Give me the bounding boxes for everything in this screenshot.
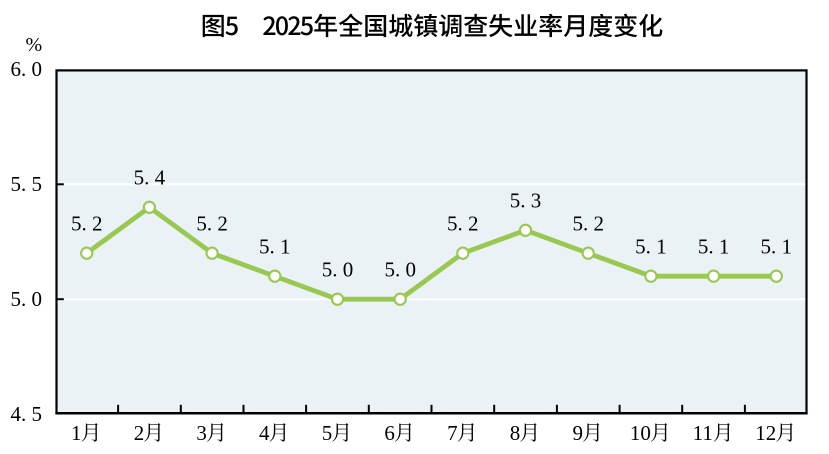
svg-text:9: 9: [573, 421, 584, 445]
svg-text:6. 0: 6. 0: [11, 57, 43, 81]
svg-text:5. 3: 5. 3: [510, 189, 542, 213]
svg-text:5. 0: 5. 0: [322, 257, 354, 281]
svg-text:5: 5: [322, 421, 333, 445]
svg-text:5. 2: 5. 2: [196, 211, 228, 235]
svg-text:5. 4: 5. 4: [134, 166, 166, 190]
svg-text:1: 1: [71, 421, 82, 445]
svg-text:11: 11: [693, 421, 713, 445]
svg-text:5. 1: 5. 1: [698, 234, 730, 258]
svg-text:5. 0: 5. 0: [11, 287, 43, 311]
svg-text:5. 0: 5. 0: [384, 257, 416, 281]
svg-text:6: 6: [384, 421, 395, 445]
svg-text:7: 7: [447, 421, 458, 445]
svg-text:3: 3: [196, 421, 207, 445]
svg-text:5. 1: 5. 1: [761, 234, 793, 258]
svg-text:5. 1: 5. 1: [635, 234, 667, 258]
svg-text:5. 2: 5. 2: [572, 211, 604, 235]
svg-text:12: 12: [755, 421, 776, 445]
svg-text:5. 5: 5. 5: [11, 172, 43, 196]
svg-text:4: 4: [259, 421, 270, 445]
svg-text:4. 5: 4. 5: [11, 402, 43, 426]
svg-text:8: 8: [510, 421, 521, 445]
svg-text:5. 2: 5. 2: [71, 211, 103, 235]
svg-text:10: 10: [630, 421, 651, 445]
svg-text:2: 2: [134, 421, 145, 445]
svg-text:%: %: [25, 34, 42, 56]
svg-text:5. 2: 5. 2: [447, 211, 479, 235]
svg-text:5. 1: 5. 1: [259, 234, 291, 258]
